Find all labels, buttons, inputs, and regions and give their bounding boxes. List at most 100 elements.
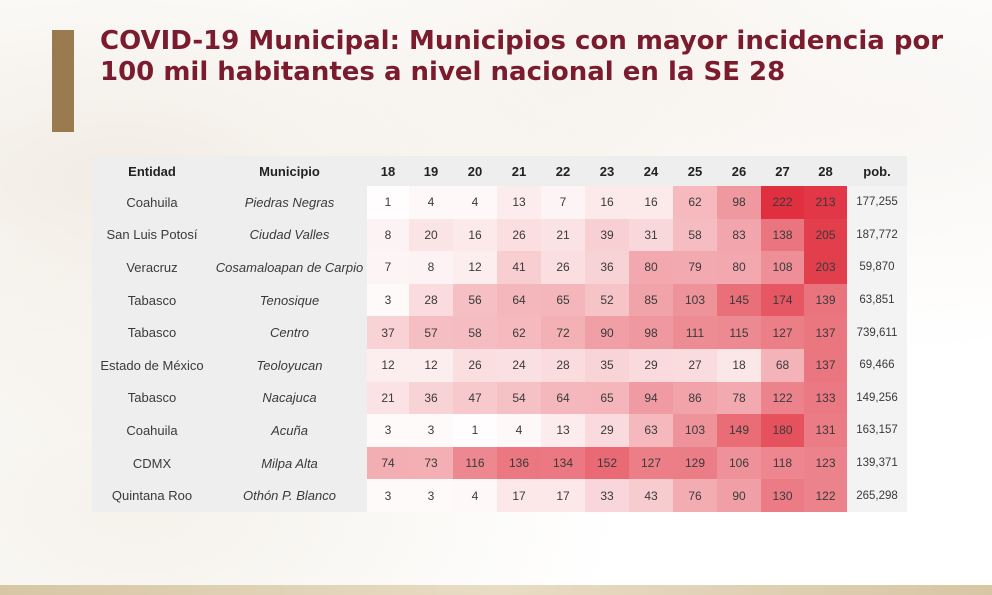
heat-cell: 17	[541, 479, 585, 512]
header-pob: pob.	[847, 156, 907, 186]
row-entidad: San Luis Potosí	[92, 218, 212, 252]
heat-cell: 29	[585, 414, 629, 447]
table-row: CDMX Milpa Alta 74 73 116 136 134 152 127 129 106 1…	[92, 446, 907, 480]
table-row: Tabasco Tenosique 3 28 56 64 65 52 85 103 145 174 13…	[92, 283, 907, 317]
heat-cell: 118	[761, 446, 804, 480]
heat-cell: 83	[717, 218, 761, 252]
heat-cell: 63	[629, 414, 673, 447]
heat-cell: 1	[453, 414, 497, 447]
table-row: San Luis Potosí Ciudad Valles 8 20 16 26 21 39 3…	[92, 218, 907, 252]
heat-cell: 8	[367, 218, 409, 252]
heat-cell: 76	[673, 479, 717, 512]
heat-cell: 78	[717, 381, 761, 415]
heat-cell: 26	[541, 251, 585, 284]
heat-cell: 138	[761, 218, 804, 252]
heat-cell: 65	[585, 381, 629, 415]
heat-cell: 80	[717, 251, 761, 284]
header-week-23: 23	[585, 156, 629, 186]
heat-cell: 103	[673, 283, 717, 317]
heat-cell: 65	[541, 283, 585, 317]
heat-cell: 18	[717, 348, 761, 382]
heat-cell: 174	[761, 283, 804, 317]
heat-cell: 26	[497, 218, 541, 252]
header-week-26: 26	[717, 156, 761, 186]
heat-cell: 16	[585, 186, 629, 219]
heatmap-body: Coahuila Piedras Negras 1 4 4 13 7 16 16 62 98 222 2…	[92, 186, 907, 512]
chart-title: COVID-19 Municipal: Municipios con mayor…	[100, 26, 944, 87]
heat-cell: 137	[804, 348, 847, 382]
heat-cell: 115	[717, 316, 761, 349]
heat-cell: 98	[629, 316, 673, 349]
heat-cell: 85	[629, 283, 673, 317]
heat-cell: 3	[367, 283, 409, 317]
heat-cell: 74	[367, 446, 409, 480]
row-municipio: Tenosique	[212, 283, 367, 317]
heat-cell: 123	[804, 446, 847, 480]
heat-cell: 134	[541, 446, 585, 480]
header-week-18: 18	[367, 156, 409, 186]
heat-cell: 39	[585, 218, 629, 252]
table-row: Estado de México Teoloyucan 12 12 26 24 28 35 29…	[92, 348, 907, 382]
heat-cell: 139	[804, 283, 847, 317]
header-week-22: 22	[541, 156, 585, 186]
table-row: Veracruz Cosamaloapan de Carpio 7 8 12 41 26 36…	[92, 251, 907, 284]
row-poblacion: 739,611	[847, 316, 907, 349]
heat-cell: 62	[497, 316, 541, 349]
row-poblacion: 139,371	[847, 446, 907, 480]
row-poblacion: 187,772	[847, 218, 907, 252]
row-poblacion: 63,851	[847, 283, 907, 317]
header-week-21: 21	[497, 156, 541, 186]
heat-cell: 103	[673, 414, 717, 447]
heat-cell: 26	[453, 348, 497, 382]
heat-cell: 222	[761, 186, 804, 219]
heat-cell: 137	[804, 316, 847, 349]
heat-cell: 4	[409, 186, 453, 219]
heat-cell: 4	[497, 414, 541, 447]
heat-cell: 86	[673, 381, 717, 415]
row-poblacion: 59,870	[847, 251, 907, 284]
heat-cell: 21	[367, 381, 409, 415]
row-municipio: Cosamaloapan de Carpio	[212, 251, 367, 284]
row-municipio: Centro	[212, 316, 367, 349]
row-entidad: Estado de México	[92, 348, 212, 382]
heat-cell: 205	[804, 218, 847, 252]
heat-cell: 213	[804, 186, 847, 219]
row-poblacion: 69,466	[847, 348, 907, 382]
heat-cell: 31	[629, 218, 673, 252]
heat-cell: 1	[367, 186, 409, 219]
heat-cell: 64	[497, 283, 541, 317]
heat-cell: 64	[541, 381, 585, 415]
row-entidad: CDMX	[92, 446, 212, 480]
row-entidad: Tabasco	[92, 316, 212, 349]
heat-cell: 52	[585, 283, 629, 317]
bottom-accent-bar	[0, 585, 992, 595]
heat-cell: 29	[629, 348, 673, 382]
row-municipio: Milpa Alta	[212, 446, 367, 480]
row-poblacion: 177,255	[847, 186, 907, 219]
heat-cell: 12	[453, 251, 497, 284]
table-row: Coahuila Piedras Negras 1 4 4 13 7 16 16 62 98 222 2…	[92, 186, 907, 219]
heat-cell: 28	[409, 283, 453, 317]
heat-cell: 152	[585, 446, 629, 480]
header-week-27: 27	[761, 156, 804, 186]
heat-cell: 94	[629, 381, 673, 415]
title-accent-bar	[52, 30, 74, 132]
heat-cell: 33	[585, 479, 629, 512]
header-week-20: 20	[453, 156, 497, 186]
heat-cell: 57	[409, 316, 453, 349]
heat-cell: 90	[585, 316, 629, 349]
heat-cell: 62	[673, 186, 717, 219]
heat-cell: 28	[541, 348, 585, 382]
row-entidad: Coahuila	[92, 186, 212, 219]
heat-cell: 54	[497, 381, 541, 415]
heat-cell: 116	[453, 446, 497, 480]
heat-cell: 98	[717, 186, 761, 219]
heatmap-table: Entidad Municipio 18 19 20 21 22 23 24 2…	[92, 156, 907, 512]
heat-cell: 130	[761, 479, 804, 512]
header-week-25: 25	[673, 156, 717, 186]
heat-cell: 12	[367, 348, 409, 382]
row-poblacion: 149,256	[847, 381, 907, 415]
row-poblacion: 265,298	[847, 479, 907, 512]
row-entidad: Coahuila	[92, 414, 212, 447]
heat-cell: 17	[497, 479, 541, 512]
